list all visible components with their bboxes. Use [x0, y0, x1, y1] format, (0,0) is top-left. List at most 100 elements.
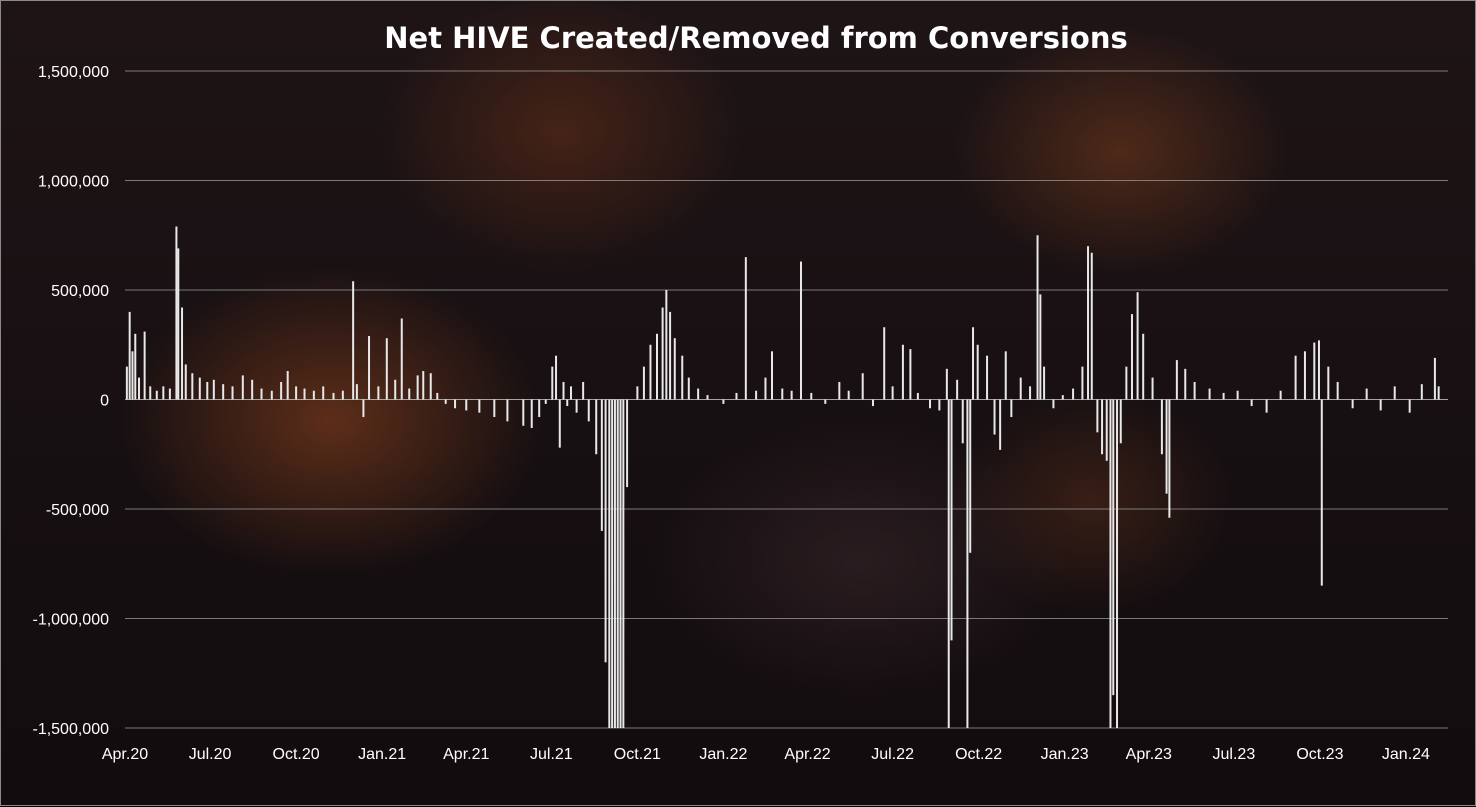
bar — [155, 390, 158, 400]
bar — [1036, 235, 1039, 400]
bar — [355, 384, 358, 400]
bar — [138, 377, 141, 400]
gridlines — [125, 70, 1448, 729]
bar — [251, 379, 254, 400]
bar — [128, 311, 131, 400]
bar — [1019, 377, 1022, 400]
bar — [744, 257, 747, 400]
bar — [938, 399, 941, 411]
x-tick-label: Jul.21 — [530, 746, 573, 763]
bar — [1052, 399, 1055, 409]
bar — [1125, 366, 1128, 400]
bar — [838, 381, 841, 400]
bar — [1193, 381, 1196, 400]
bar — [231, 386, 234, 400]
bar — [1294, 355, 1297, 400]
y-tick-label: 1,500,000 — [38, 64, 109, 81]
bar — [1208, 388, 1211, 400]
bar — [1327, 366, 1330, 400]
bar — [341, 390, 344, 400]
bar — [1130, 314, 1133, 400]
bar — [522, 399, 525, 426]
bar — [1379, 399, 1382, 411]
bar — [901, 344, 904, 400]
bar — [436, 392, 439, 400]
bar — [735, 392, 738, 400]
bar — [575, 399, 578, 413]
x-tick-label: Apr.20 — [102, 746, 148, 763]
bar — [286, 371, 289, 400]
bar — [1061, 395, 1064, 400]
bar — [1184, 368, 1187, 400]
bar — [976, 344, 979, 400]
bar — [1408, 399, 1411, 413]
bar — [143, 331, 146, 400]
bar — [891, 386, 894, 400]
bar — [312, 390, 315, 400]
bar — [883, 327, 886, 400]
x-tick-label: Oct.23 — [1296, 746, 1343, 763]
bar — [558, 399, 561, 448]
bar — [1010, 399, 1013, 418]
bar — [1112, 399, 1115, 696]
bar — [986, 355, 989, 400]
chart-title: Net HIVE Created/Removed from Conversion… — [384, 21, 1128, 55]
bar — [385, 338, 388, 400]
bar — [622, 399, 625, 728]
bar — [377, 386, 380, 400]
bar — [799, 261, 802, 400]
bar — [681, 355, 684, 400]
bar — [506, 399, 509, 422]
bar — [1039, 294, 1042, 400]
bar — [861, 373, 864, 400]
bar — [582, 381, 585, 400]
bar — [1090, 252, 1093, 400]
bar — [1336, 381, 1339, 400]
bar — [175, 226, 178, 400]
bar — [198, 377, 201, 400]
x-tick-label: Oct.22 — [955, 746, 1002, 763]
bar — [613, 399, 616, 728]
bar — [969, 399, 972, 553]
bar — [847, 390, 850, 400]
bar — [400, 318, 403, 400]
bar — [530, 399, 533, 428]
bar — [656, 333, 658, 400]
bar — [149, 386, 152, 400]
bar — [162, 386, 165, 400]
bar — [764, 377, 767, 400]
bar — [295, 386, 298, 400]
bar — [1175, 360, 1178, 400]
bar — [755, 390, 758, 400]
bar — [562, 381, 565, 400]
bar — [999, 399, 1002, 450]
bar — [1236, 390, 1239, 400]
x-tick-label: Jan.24 — [1382, 746, 1430, 763]
bar — [260, 388, 263, 400]
bar — [1109, 399, 1112, 728]
y-tick-label: -1,000,000 — [32, 612, 109, 629]
bar — [587, 399, 590, 422]
bar — [1303, 351, 1306, 400]
bar — [1320, 399, 1323, 586]
bar — [1420, 384, 1423, 400]
bar — [1160, 399, 1163, 455]
bar — [810, 392, 813, 400]
bar — [661, 307, 664, 400]
x-tick-label: Jul.20 — [189, 746, 232, 763]
bar — [1116, 399, 1119, 728]
bar — [616, 399, 619, 728]
bar — [212, 379, 215, 400]
bar — [642, 366, 645, 400]
bar — [569, 386, 572, 400]
bar — [950, 399, 953, 641]
bar — [916, 392, 919, 400]
bar — [824, 399, 827, 404]
bar — [665, 290, 668, 400]
bar — [125, 366, 128, 400]
bar — [131, 351, 134, 400]
y-tick-label: 0 — [100, 393, 109, 410]
bar — [184, 364, 187, 400]
bar — [604, 399, 607, 663]
